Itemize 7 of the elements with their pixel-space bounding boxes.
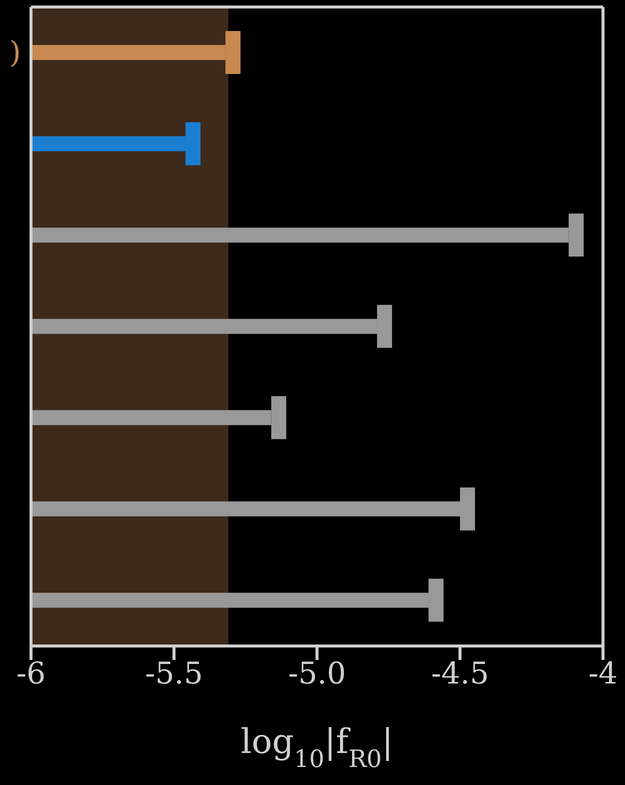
x-axis-title: log$_{10}$|f$_{R0}$| bbox=[240, 722, 394, 773]
x-tick-label: -5.0 bbox=[288, 656, 346, 692]
x-tick-label: -5.5 bbox=[145, 656, 203, 692]
y-tick-label: ) bbox=[9, 36, 21, 71]
x-tick-label: -4 bbox=[588, 656, 618, 692]
x-tick-label: -4.5 bbox=[431, 656, 489, 692]
x-tick-label: -6 bbox=[16, 656, 46, 692]
